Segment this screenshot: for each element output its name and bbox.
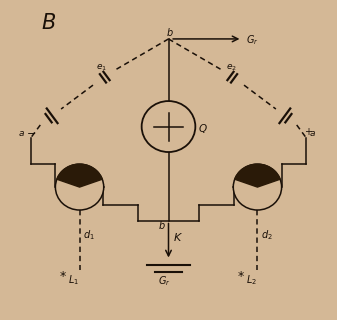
- Text: $e_1$: $e_1$: [96, 62, 108, 73]
- Text: $B$: $B$: [41, 13, 56, 33]
- Text: $b$: $b$: [158, 219, 166, 230]
- Text: $+$: $+$: [304, 125, 313, 137]
- Circle shape: [55, 164, 104, 210]
- Text: $e_2$: $e_2$: [225, 62, 237, 73]
- Text: $d_1$: $d_1$: [83, 228, 95, 242]
- Text: $G_r$: $G_r$: [246, 33, 258, 46]
- Text: $K$: $K$: [173, 231, 183, 243]
- Circle shape: [233, 164, 282, 210]
- Text: $G_r$: $G_r$: [158, 274, 171, 288]
- Circle shape: [142, 101, 195, 152]
- Text: $*$: $*$: [59, 268, 67, 281]
- Text: $c_1$: $c_1$: [70, 187, 81, 197]
- Text: $c_2$: $c_2$: [248, 187, 258, 197]
- Text: $d_2$: $d_2$: [261, 228, 273, 242]
- Text: $L_1$: $L_1$: [68, 274, 79, 287]
- Text: $*$: $*$: [237, 268, 245, 281]
- Text: $a$: $a$: [18, 129, 25, 138]
- Text: $b$: $b$: [166, 26, 174, 38]
- Polygon shape: [57, 164, 102, 187]
- Text: $L_2$: $L_2$: [246, 274, 257, 287]
- Text: $Q$: $Q$: [198, 122, 208, 135]
- Text: $a$: $a$: [309, 129, 316, 138]
- Text: $-$: $-$: [26, 126, 36, 137]
- Polygon shape: [235, 164, 280, 187]
